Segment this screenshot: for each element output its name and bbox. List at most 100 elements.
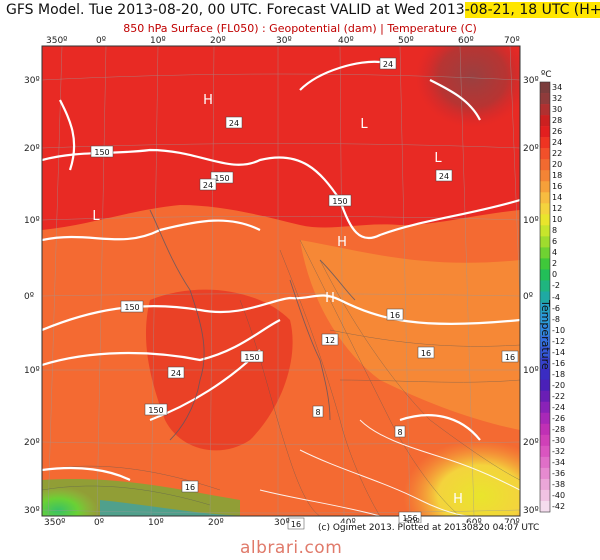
- top-lon-label: 350º: [46, 36, 68, 46]
- colorbar-swatch: [540, 126, 550, 138]
- top-lon-label: 40º: [338, 36, 354, 46]
- colorbar-swatch: [540, 401, 550, 414]
- left-lat-label: 20º: [24, 438, 40, 448]
- colorbar-tick-label: -20: [552, 380, 566, 390]
- colorbar-swatch: [540, 478, 550, 491]
- top-lon-label: 50º: [398, 36, 414, 46]
- bottom-lon-label: 350º: [44, 518, 66, 528]
- colorbar-tick-label: -32: [552, 446, 566, 456]
- colorbar-tick-label: -38: [552, 479, 566, 489]
- colorbar-swatch: [540, 247, 550, 259]
- svg-text:16: 16: [390, 311, 400, 320]
- colorbar-swatch: [540, 115, 550, 127]
- colorbar-tick-label: 30: [552, 105, 563, 115]
- colorbar-title: Temperature: [539, 300, 552, 370]
- colorbar-swatch: [540, 258, 550, 270]
- left-lat-label: 30º: [24, 76, 40, 86]
- temperature-contour-label: 24: [199, 178, 217, 191]
- colorbar-swatch: [540, 489, 550, 502]
- colorbar-swatch: [540, 335, 550, 347]
- temperature-contour-label: 16: [501, 350, 519, 363]
- colorbar-tick-label: -36: [552, 468, 566, 478]
- colorbar-tick-label: -10: [552, 325, 566, 335]
- geopotential-contour-label: 150: [120, 300, 144, 313]
- bottom-lon-label: 30º: [274, 518, 290, 528]
- svg-text:24: 24: [229, 119, 239, 128]
- colorbar-swatch: [540, 236, 550, 248]
- colorbar-swatch: [540, 104, 550, 116]
- colorbar-swatch: [540, 137, 550, 149]
- svg-text:16: 16: [505, 353, 515, 362]
- colorbar-tick-label: -18: [552, 369, 566, 379]
- colorbar-tick-label: 28: [552, 116, 563, 126]
- colorbar-tick-label: -8: [552, 314, 560, 324]
- colorbar-swatch: [540, 456, 550, 469]
- colorbar-tick-label: -26: [552, 413, 566, 423]
- right-lat-label: 20º: [523, 144, 539, 154]
- colorbar-swatch: [540, 445, 550, 458]
- colorbar-swatch: [540, 313, 550, 325]
- colorbar-tick-label: 32: [552, 94, 563, 104]
- bottom-lon-label: 10º: [148, 518, 164, 528]
- high-pressure-marker: H: [453, 492, 463, 507]
- right-lat-label: 10º: [523, 366, 539, 376]
- colorbar-swatch: [540, 181, 550, 193]
- svg-text:16: 16: [421, 349, 431, 358]
- colorbar-tick-label: 4: [552, 248, 558, 258]
- colorbar-tick-label: -14: [552, 347, 566, 357]
- colorbar-swatch: [540, 280, 550, 292]
- temperature-contour-label: 24: [225, 116, 243, 129]
- colorbar-swatch: [540, 302, 550, 314]
- low-pressure-marker: L: [92, 209, 100, 224]
- colorbar-swatch: [540, 357, 550, 369]
- colorbar-tick-label: -12: [552, 336, 566, 346]
- colorbar-tick-label: -6: [552, 303, 560, 313]
- svg-text:150: 150: [332, 197, 347, 206]
- title-text: GFS Model. Tue 2013-08-20, 00 UTC. Forec…: [6, 2, 465, 18]
- colorbar-swatch: [540, 379, 550, 392]
- colorbar-swatch: [540, 159, 550, 171]
- colorbar-tick-label: 6: [552, 237, 558, 247]
- colorbar-tick-label: 2: [552, 259, 558, 269]
- svg-text:24: 24: [383, 60, 393, 69]
- left-lat-label: 30º: [24, 506, 40, 516]
- colorbar-tick-label: -28: [552, 424, 566, 434]
- colorbar-tick-label: -22: [552, 391, 566, 401]
- geopotential-contour-label: 150: [144, 403, 168, 416]
- colorbar-swatch: [540, 269, 550, 281]
- svg-text:24: 24: [203, 181, 213, 190]
- top-lon-label: 70º: [504, 36, 520, 46]
- geopotential-contour-label: 150: [240, 350, 264, 363]
- svg-text:150: 150: [124, 303, 139, 312]
- colorbar-swatch: [540, 148, 550, 160]
- colorbar-swatch: [540, 82, 550, 94]
- top-lon-label: 0º: [96, 36, 106, 46]
- right-lat-label: 30º: [523, 76, 539, 86]
- colorbar-tick-label: -24: [552, 402, 566, 412]
- colorbar-tick-label: 12: [552, 204, 563, 214]
- svg-text:16: 16: [291, 520, 301, 529]
- svg-text:8: 8: [397, 428, 402, 437]
- colorbar-swatch: [540, 423, 550, 436]
- colorbar-swatch: [540, 170, 550, 182]
- colorbar-tick-label: 14: [552, 193, 563, 203]
- svg-text:12: 12: [325, 336, 335, 345]
- colorbar-tick-label: 22: [552, 149, 563, 159]
- right-lat-label: 30º: [523, 506, 539, 516]
- temperature-contour-label: 16: [181, 480, 199, 493]
- map-frame: [41, 45, 521, 517]
- colorbar-swatch: [540, 500, 550, 513]
- svg-text:150: 150: [94, 148, 109, 157]
- colorbar-swatch: [540, 390, 550, 403]
- colorbar-tick-label: 24: [552, 138, 563, 148]
- colorbar-swatch: [540, 225, 550, 237]
- title-highlight: -08-21, 18 UTC (H+42): [464, 2, 600, 18]
- svg-text:24: 24: [439, 172, 449, 181]
- temperature-contour-label: 16: [287, 517, 305, 530]
- colorbar-tick-label: -2: [552, 281, 560, 291]
- left-lat-label: 20º: [24, 144, 40, 154]
- colorbar-tick-label: -4: [552, 292, 560, 302]
- svg-text:24: 24: [171, 369, 181, 378]
- svg-text:150: 150: [148, 406, 163, 415]
